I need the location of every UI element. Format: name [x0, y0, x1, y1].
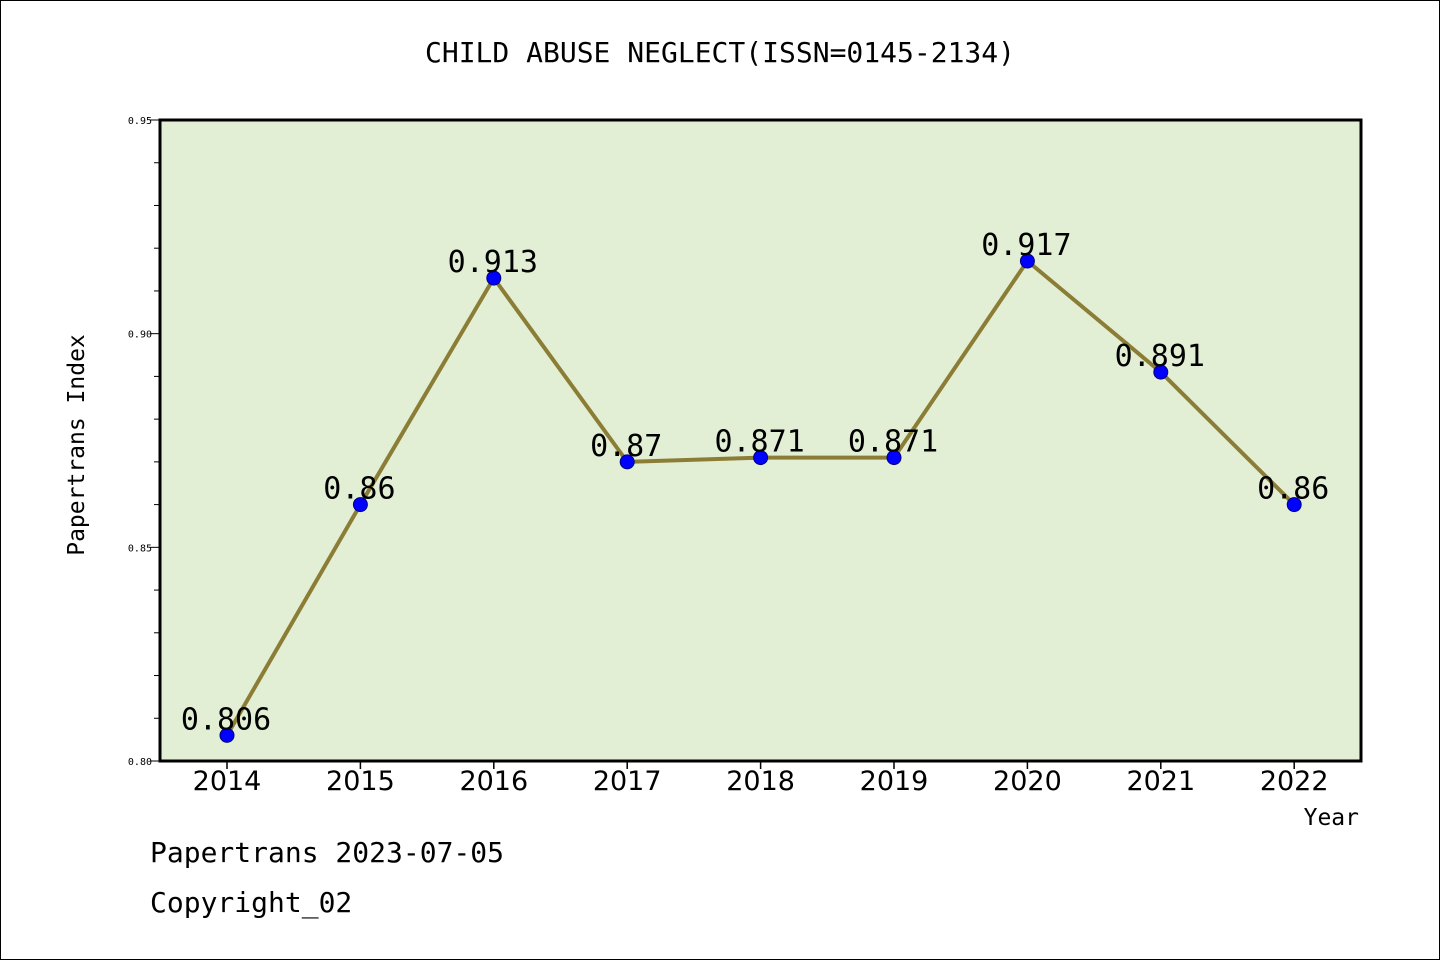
x-tick-label: 2016 — [459, 766, 528, 797]
x-tick-label: 2022 — [1260, 766, 1329, 797]
data-point — [352, 497, 368, 513]
x-tick-label: 2018 — [726, 766, 795, 797]
data-point — [1286, 497, 1302, 513]
data-label: 0.913 — [448, 245, 538, 280]
x-tick-label: 2020 — [993, 766, 1062, 797]
data-label: 0.917 — [981, 228, 1071, 263]
data-point — [1153, 364, 1169, 380]
data-label: 0.87 — [590, 429, 662, 464]
x-tick-label: 2015 — [326, 766, 395, 797]
y-axis-label: Papertrans Index — [64, 334, 90, 556]
data-point — [486, 270, 502, 286]
y-tick-label: 0.80 — [128, 757, 152, 768]
plot-area — [158, 118, 1363, 763]
series-group — [219, 253, 1302, 743]
x-axis-label: Year — [1304, 805, 1359, 831]
data-label: 0.86 — [323, 472, 395, 507]
data-label: 0.871 — [848, 425, 938, 460]
data-point — [753, 450, 769, 466]
x-tick-label: 2017 — [593, 766, 662, 797]
y-tick-label: 0.85 — [128, 543, 152, 554]
y-tick-label: 0.90 — [128, 330, 152, 341]
x-tick-label: 2014 — [193, 766, 262, 797]
data-label: 0.806 — [181, 702, 271, 737]
data-label: 0.891 — [1115, 339, 1205, 374]
data-point — [219, 727, 235, 743]
x-tick-label: 2021 — [1126, 766, 1195, 797]
footer-source: Papertrans 2023-07-05 — [150, 836, 505, 869]
data-label: 0.86 — [1257, 472, 1329, 507]
data-point — [886, 450, 902, 466]
y-tick-label: 0.95 — [128, 116, 152, 127]
y-axis: 0.80 0.85 0.90 0.95 — [128, 116, 160, 768]
data-label: 0.871 — [714, 425, 804, 460]
footer-copyright: Copyright_02 — [150, 886, 353, 919]
data-point — [1019, 253, 1035, 269]
x-tick-label: 2019 — [860, 766, 929, 797]
x-axis: 2014 2015 2016 2017 2018 2019 2020 2021 2022 — [193, 761, 1329, 797]
data-label-group: 0.806 0.86 0.913 0.87 0.871 0.871 0.917 0.891 0.… — [181, 228, 1329, 737]
data-point — [619, 454, 635, 470]
chart-title: CHILD ABUSE NEGLECT(ISSN=0145-2134) — [424, 36, 1015, 69]
